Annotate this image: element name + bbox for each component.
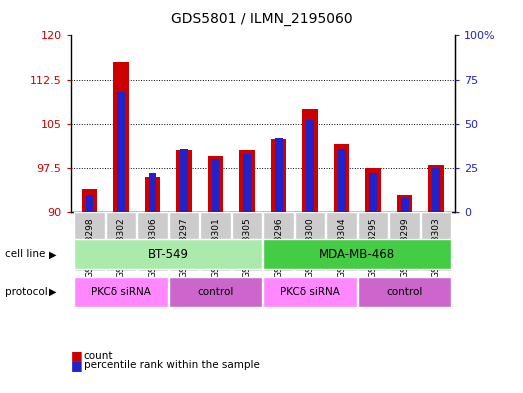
Bar — [264, 277, 357, 307]
Text: PKCδ siRNA: PKCδ siRNA — [280, 287, 340, 297]
Bar — [138, 212, 168, 271]
Bar — [338, 149, 346, 212]
Bar — [145, 177, 161, 212]
Bar — [306, 120, 314, 212]
Bar — [358, 212, 388, 271]
Bar — [208, 156, 223, 212]
Text: PKCδ siRNA: PKCδ siRNA — [91, 287, 151, 297]
Text: GSM1338295: GSM1338295 — [369, 217, 378, 277]
Bar — [271, 139, 287, 212]
Text: MDA-MB-468: MDA-MB-468 — [319, 248, 395, 261]
Bar — [200, 212, 231, 271]
Bar — [369, 173, 377, 212]
Text: protocol: protocol — [5, 287, 48, 297]
Bar — [365, 168, 381, 212]
Bar — [232, 212, 262, 271]
Bar — [243, 154, 251, 212]
Text: GSM1338299: GSM1338299 — [400, 217, 409, 277]
Text: BT-549: BT-549 — [148, 248, 189, 261]
Text: percentile rank within the sample: percentile rank within the sample — [84, 360, 259, 371]
Text: control: control — [386, 287, 423, 297]
Bar — [264, 212, 294, 271]
Text: GSM1338298: GSM1338298 — [85, 217, 94, 277]
Bar — [334, 145, 349, 212]
Bar — [106, 212, 136, 271]
Text: GSM1338301: GSM1338301 — [211, 217, 220, 278]
Text: ■: ■ — [71, 349, 82, 362]
Bar — [264, 239, 451, 270]
Text: ■: ■ — [71, 359, 82, 372]
Text: control: control — [197, 287, 234, 297]
Text: GSM1338303: GSM1338303 — [431, 217, 440, 278]
Bar — [212, 159, 220, 212]
Text: GSM1338300: GSM1338300 — [305, 217, 314, 278]
Bar — [74, 239, 262, 270]
Text: ▶: ▶ — [49, 250, 56, 259]
Bar — [428, 165, 444, 212]
Text: GDS5801 / ILMN_2195060: GDS5801 / ILMN_2195060 — [170, 12, 353, 26]
Bar — [176, 151, 192, 212]
Bar — [397, 195, 413, 212]
Bar — [326, 212, 357, 271]
Bar — [432, 168, 440, 212]
Text: GSM1338302: GSM1338302 — [117, 217, 126, 277]
Bar — [275, 138, 282, 212]
Bar — [117, 92, 125, 212]
Text: GSM1338306: GSM1338306 — [148, 217, 157, 278]
Bar — [169, 277, 262, 307]
Bar — [295, 212, 325, 271]
Text: GSM1338304: GSM1338304 — [337, 217, 346, 277]
Text: GSM1338305: GSM1338305 — [243, 217, 252, 278]
Bar — [239, 151, 255, 212]
Bar — [74, 212, 105, 271]
Text: GSM1338297: GSM1338297 — [179, 217, 188, 277]
Bar — [180, 149, 188, 212]
Bar — [74, 277, 168, 307]
Bar — [86, 195, 94, 212]
Text: GSM1338296: GSM1338296 — [274, 217, 283, 277]
Text: ▶: ▶ — [49, 287, 56, 297]
Bar — [421, 212, 451, 271]
Bar — [390, 212, 420, 271]
Bar — [401, 198, 408, 212]
Bar — [169, 212, 199, 271]
Bar — [82, 189, 97, 212]
Bar — [302, 109, 318, 212]
Bar — [358, 277, 451, 307]
Text: count: count — [84, 351, 113, 361]
Bar — [149, 173, 156, 212]
Text: cell line: cell line — [5, 250, 46, 259]
Bar — [113, 62, 129, 212]
